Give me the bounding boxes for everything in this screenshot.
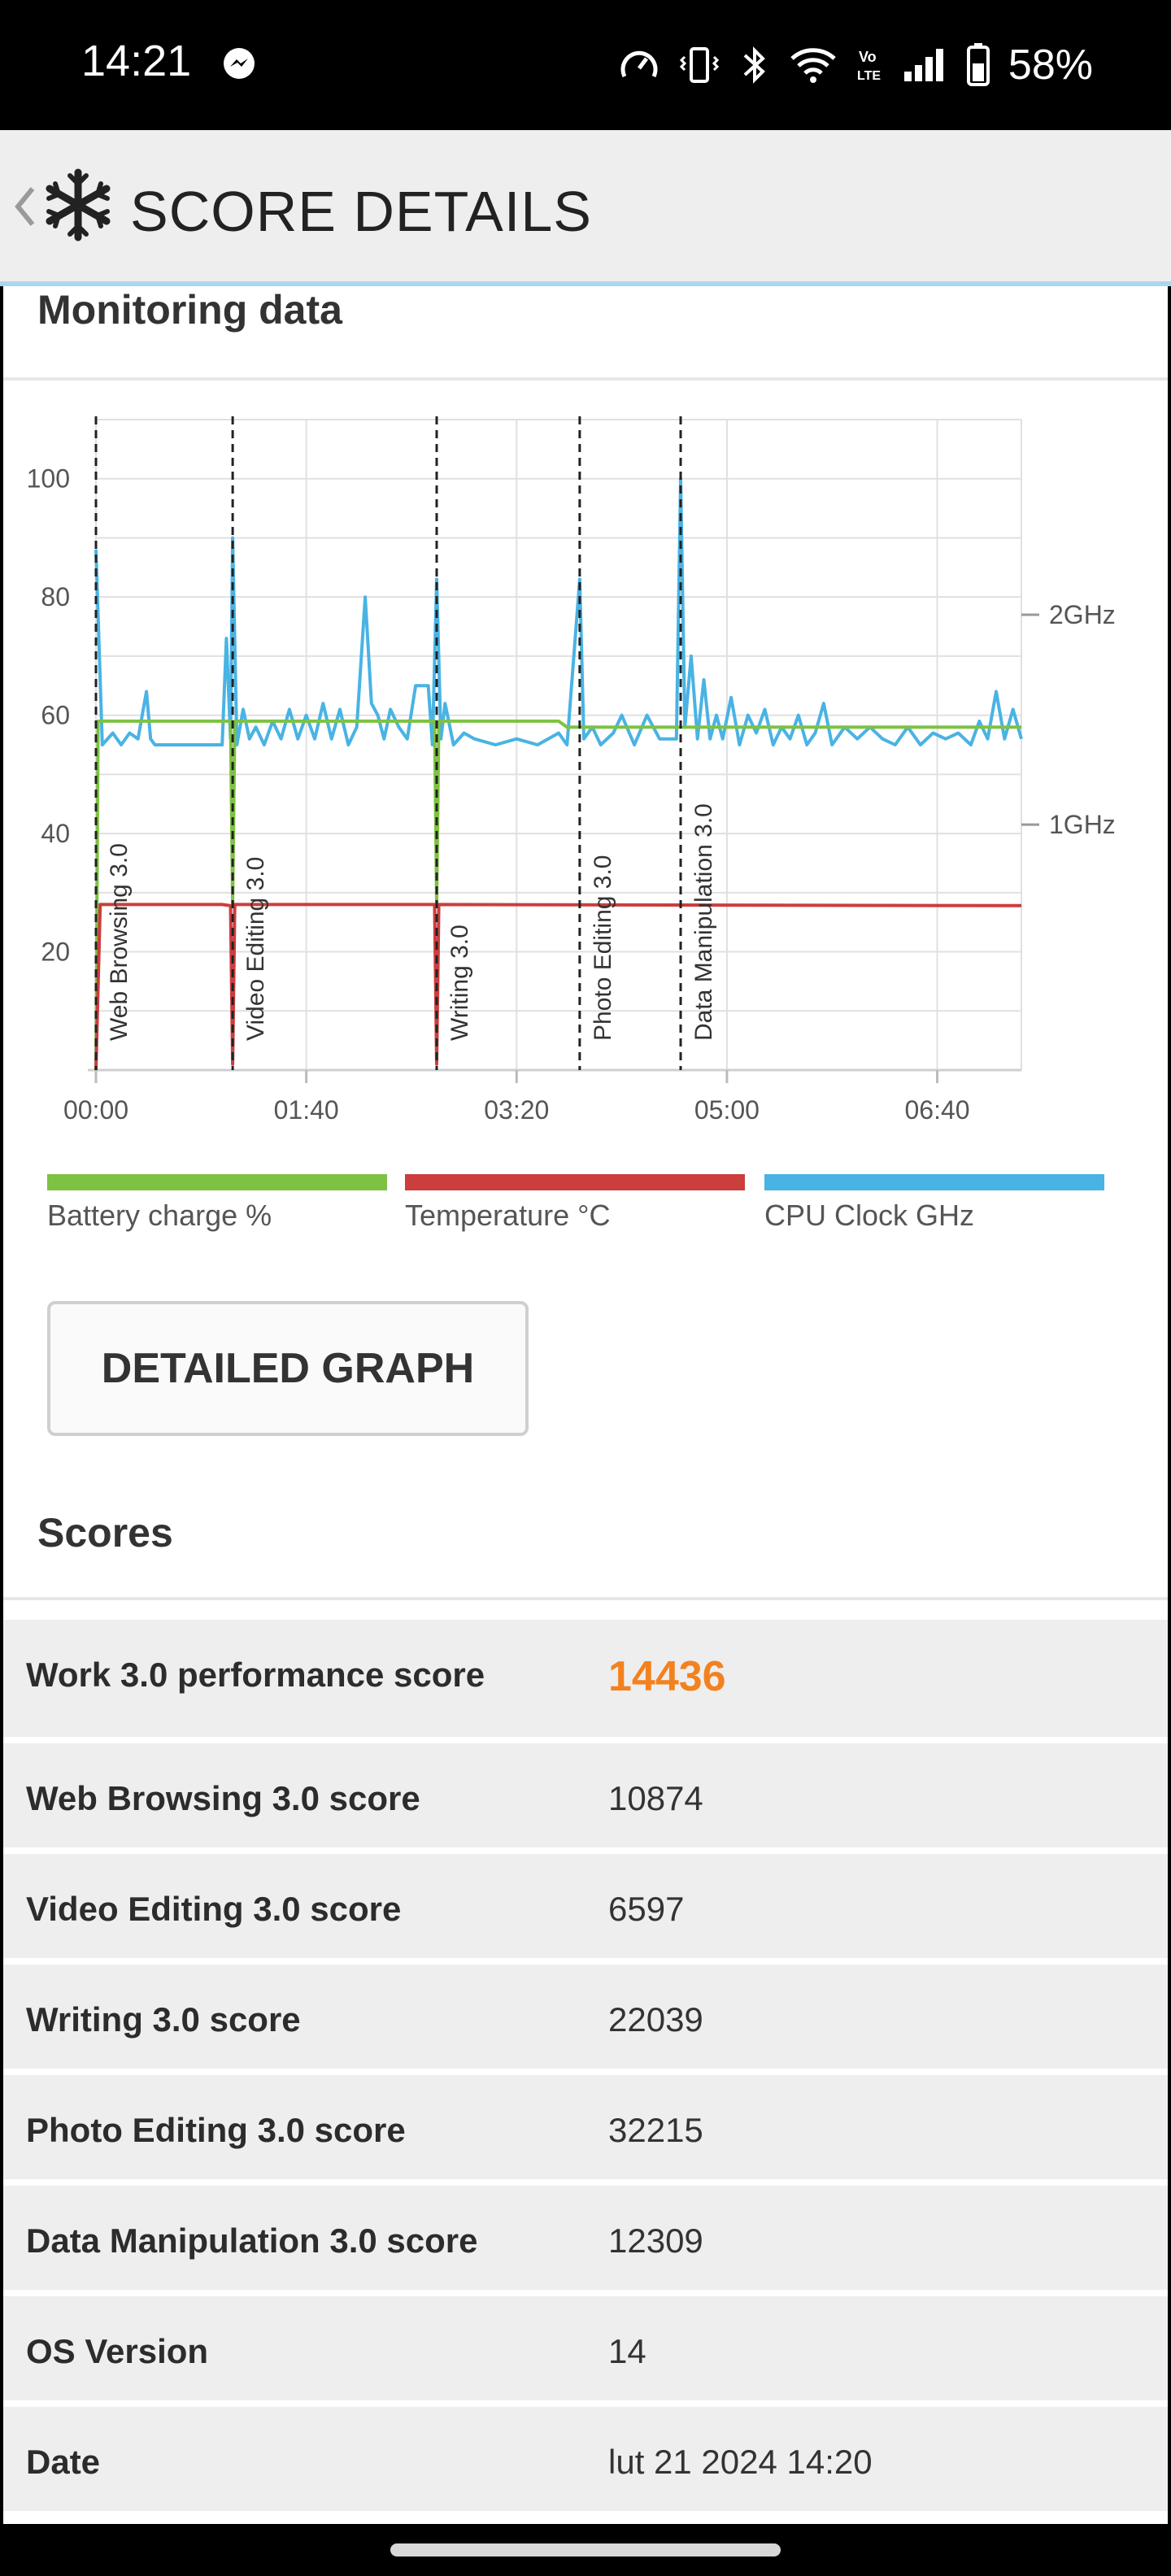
battery-icon: [966, 43, 990, 86]
detailed-graph-button[interactable]: DETAILED GRAPH: [47, 1301, 529, 1436]
legend-battery-label: Battery charge %: [47, 1199, 272, 1232]
y-tick-label: 60: [41, 701, 70, 730]
score-value: 22039: [608, 2000, 703, 2039]
legend-cpu-clock: CPU Clock GHz: [764, 1174, 1104, 1233]
monitoring-divider: [3, 377, 1168, 381]
phase-marker-label: Writing 3.0: [446, 925, 473, 1041]
x-tick-label: 03:20: [484, 1095, 549, 1125]
phase-marker-label: Data Manipulation 3.0: [690, 803, 717, 1041]
legend-cpu-clock-swatch: [764, 1174, 1104, 1190]
x-tick-label: 06:40: [905, 1095, 970, 1125]
status-time: 14:21: [81, 37, 192, 85]
svg-text:Vo: Vo: [859, 49, 877, 65]
y-tick-label: 20: [41, 938, 70, 967]
score-row-os-version: OS Version 14: [3, 2296, 1168, 2400]
scores-title: Scores: [37, 1510, 173, 1556]
app-header: SCORE DETAILS: [0, 130, 1171, 286]
work-performance-score-value: 14436: [608, 1653, 726, 1700]
score-details-content: Monitoring data 00:00 01:40 03:20 05:00 06:4…: [3, 286, 1168, 2524]
x-tick-label: 00:00: [63, 1095, 128, 1125]
phase-marker-label: Photo Editing 3.0: [590, 855, 616, 1041]
vibrate-icon: [679, 47, 720, 83]
series-line-0: [94, 719, 1021, 1071]
snowflake-logo-icon: [46, 168, 111, 242]
score-row-video-editing: Video Editing 3.0 score 6597: [3, 1854, 1168, 1958]
scores-table: Work 3.0 performance score 14436 Web Bro…: [3, 1620, 1168, 2517]
score-value: 14: [608, 2332, 646, 2370]
y-tick-label: 100: [27, 464, 70, 494]
y-tick-label: 40: [41, 819, 70, 848]
score-row-date: Date lut 21 2024 14:20: [3, 2407, 1168, 2511]
score-label: Video Editing 3.0 score: [26, 1890, 402, 1928]
navigation-bar: [0, 2524, 1171, 2576]
svg-text:LTE: LTE: [857, 69, 881, 83]
legend-temperature: Temperature °C: [405, 1174, 745, 1233]
y-tick-label: 80: [41, 582, 70, 611]
volte-icon: Vo LTE: [857, 49, 881, 83]
scores-divider: [3, 1597, 1168, 1600]
y-right-tick-label: 2GHz: [1049, 600, 1116, 629]
phase-marker-label: Video Editing 3.0: [242, 857, 269, 1041]
score-label: Writing 3.0 score: [26, 2000, 301, 2039]
legend-temperature-label: Temperature °C: [405, 1199, 611, 1232]
score-row-photo-editing: Photo Editing 3.0 score 32215: [3, 2075, 1168, 2179]
phase-marker-label: Web Browsing 3.0: [106, 843, 133, 1041]
score-label: Web Browsing 3.0 score: [26, 1779, 420, 1817]
legend-cpu-clock-label: CPU Clock GHz: [764, 1199, 975, 1232]
score-label: Photo Editing 3.0 score: [26, 2111, 406, 2149]
score-row-data-manipulation: Data Manipulation 3.0 score 12309: [3, 2186, 1168, 2290]
score-label: OS Version: [26, 2332, 209, 2370]
signal-icon: [903, 49, 943, 81]
score-label: Data Manipulation 3.0 score: [26, 2221, 478, 2260]
x-tick-label: 05:00: [694, 1095, 760, 1125]
battery-percentage: 58%: [1008, 41, 1093, 89]
score-value: 6597: [608, 1890, 685, 1928]
status-bar: 14:21 Vo LTE: [0, 0, 1171, 130]
score-value: 12309: [608, 2221, 703, 2260]
messenger-icon: [224, 48, 255, 79]
monitoring-chart: 00:00 01:40 03:20 05:00 06:40 100 80 60 40 20 2GHz…: [27, 416, 1116, 1125]
score-row-writing: Writing 3.0 score 22039: [3, 1965, 1168, 2069]
legend-battery-swatch: [47, 1174, 387, 1190]
series-line-1: [94, 903, 1022, 1071]
home-gesture-handle[interactable]: [390, 2543, 781, 2556]
score-row-work: Work 3.0 performance score 14436: [3, 1620, 1168, 1737]
legend-temperature-swatch: [405, 1174, 745, 1190]
page-title: SCORE DETAILS: [130, 180, 592, 243]
score-row-web-browsing: Web Browsing 3.0 score 10874: [3, 1743, 1168, 1847]
score-value: lut 21 2024 14:20: [608, 2443, 873, 2481]
wifi-icon: [790, 48, 836, 83]
score-value: 10874: [608, 1779, 703, 1817]
speedometer-icon: [620, 50, 658, 78]
score-label: Date: [26, 2443, 101, 2481]
legend-battery: Battery charge %: [47, 1174, 387, 1233]
score-label: Work 3.0 performance score: [26, 1656, 485, 1694]
series-line-2: [94, 476, 1023, 746]
back-chevron-icon[interactable]: [11, 184, 36, 229]
bluetooth-icon: [743, 46, 765, 84]
monitoring-title: Monitoring data: [37, 287, 342, 333]
x-tick-label: 01:40: [274, 1095, 339, 1125]
y-right-tick-label: 1GHz: [1049, 810, 1116, 839]
score-value: 32215: [608, 2111, 703, 2149]
